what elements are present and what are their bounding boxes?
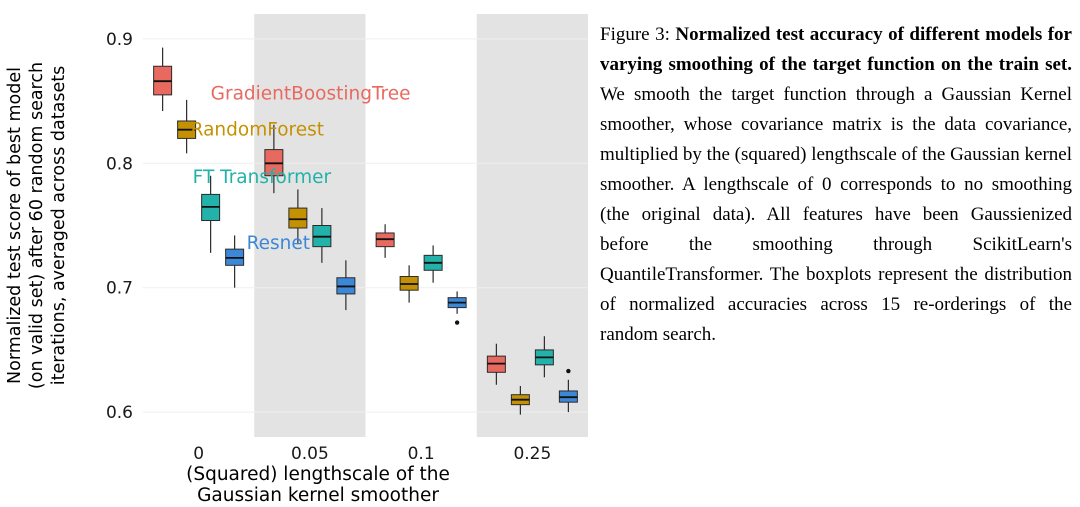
boxplot-ft-transformer-0.1 (423, 245, 443, 283)
outlier-point (454, 320, 460, 325)
outlier-point (566, 368, 571, 374)
boxplot-gradientboostingtree-0 (153, 47, 173, 112)
x-tick-label: 0 (193, 444, 204, 464)
boxplot-resnet-0.05 (336, 260, 356, 311)
boxplot-gradientboostingtree-0.1 (375, 224, 395, 258)
boxplot-randomforest-0 (177, 99, 197, 154)
x-tick-label: 0.1 (408, 444, 435, 464)
series-ft-transformer (201, 175, 554, 378)
series-gradientboostingtree (153, 47, 506, 385)
series-label-resnet: Resnet (247, 233, 310, 254)
caption-body: We smooth the target function through a … (600, 84, 1072, 345)
series-randomforest (177, 99, 530, 415)
boxplot-resnet-0 (225, 235, 245, 288)
boxplot-gradientboostingtree-0.25 (486, 343, 506, 385)
x-tick-label: 0.05 (291, 444, 329, 464)
boxplot-randomforest-0.05 (288, 189, 308, 245)
y-tick-label: 0.6 (106, 403, 133, 423)
y-axis-title-line: iterations, averaged across datasets (49, 66, 69, 385)
boxplot-resnet-0.25 (558, 368, 578, 413)
series-resnet (225, 235, 578, 413)
shaded-band (476, 14, 588, 437)
caption-title: Normalized test accuracy of different mo… (600, 24, 1072, 75)
figure-caption: Figure 3: Normalized test accuracy of di… (600, 20, 1072, 350)
y-axis-title-line: (on valid set) after 60 random search (27, 62, 47, 389)
boxplot-ft-transformer-0 (201, 175, 221, 253)
shaded-band (254, 14, 366, 437)
boxplot-randomforest-0.1 (399, 265, 419, 303)
boxplot-ft-transformer-0.05 (312, 208, 332, 263)
boxplot-resnet-0.1 (447, 291, 467, 325)
x-axis-title-line: Gaussian kernel smoother (197, 485, 439, 503)
boxplot-ft-transformer-0.25 (534, 336, 554, 378)
series-label-randomforest: RandomForest (191, 120, 324, 141)
boxplot-randomforest-0.25 (510, 385, 530, 415)
x-axis-title-line: (Squared) lengthscale of the (186, 464, 450, 485)
y-tick-label: 0.7 (106, 279, 133, 299)
y-tick-label: 0.9 (106, 30, 133, 50)
y-tick-label: 0.8 (106, 154, 133, 174)
series-label-gradientboostingtree: GradientBoostingTree (211, 84, 411, 105)
series-label-ft-transformer: FT Transformer (193, 167, 332, 188)
caption-label: Figure 3: (600, 24, 676, 45)
x-tick-label: 0.25 (513, 444, 551, 464)
boxplot-figure: 0.6 0.7 0.8 0.9 0 0.05 0.1 0.25 Normalized test … (5, 14, 588, 506)
boxplot-chart: 0.6 0.7 0.8 0.9 0 0.05 0.1 0.25 Normalized test … (5, 14, 588, 506)
y-axis-title-line: Normalized test score of best model (5, 67, 25, 384)
boxplot-gradientboostingtree-0.05 (264, 124, 284, 194)
